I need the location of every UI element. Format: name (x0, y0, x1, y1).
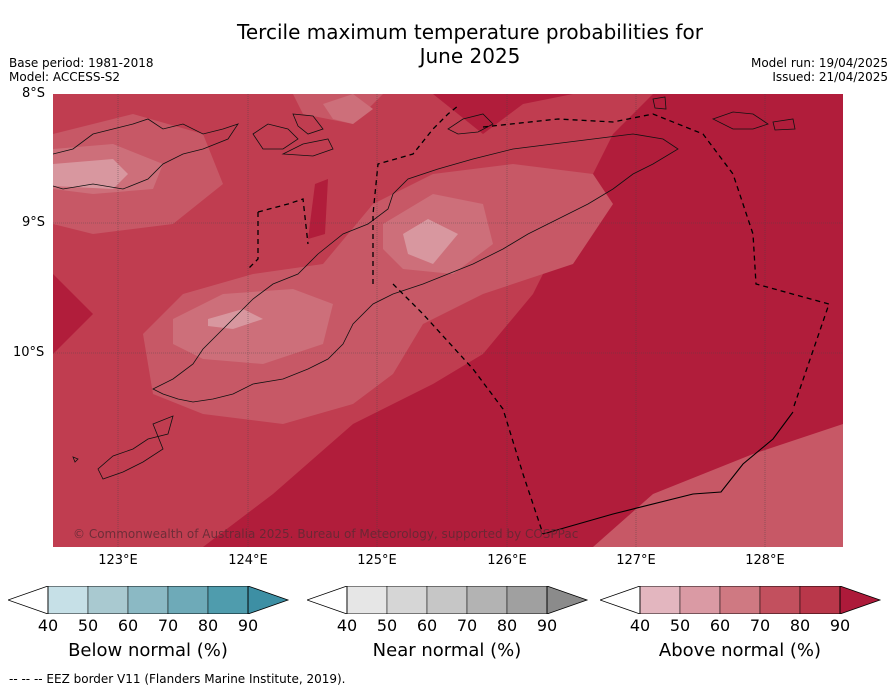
eez-borders (247, 105, 830, 535)
lon-label-127e: 127°E (616, 553, 656, 568)
colorbar-near-segment (506, 586, 548, 614)
title-line-1: Tercile maximum temperature probabilitie… (237, 20, 703, 44)
colorbar-near-tick: 90 (536, 616, 558, 635)
region-60-north (323, 94, 373, 124)
colorbar-below (8, 586, 290, 614)
colorbar-below-tick: 40 (37, 616, 59, 635)
region-90-north (433, 94, 573, 134)
lon-label-125e: 125°E (357, 553, 397, 568)
colorbar-above-segment (759, 586, 801, 614)
colorbar-above-over (839, 586, 882, 614)
colorbar-above-tick: 40 (629, 616, 651, 635)
model-text: Model: ACCESS-S2 (9, 70, 121, 84)
colorbar-near (307, 586, 589, 614)
colorbar-below-segment (167, 586, 209, 614)
colorbar-above-segment (679, 586, 721, 614)
region-50-nw (53, 159, 128, 189)
probability-map (53, 94, 843, 547)
lat-label-9s: 9°S (22, 215, 46, 230)
model-run-text: Model run: 19/04/2025 (750, 56, 888, 70)
colorbar-above (600, 586, 882, 614)
colorbar-near-segment (466, 586, 508, 614)
lon-label-126e: 126°E (487, 553, 527, 568)
colorbar-above-tick: 50 (669, 616, 691, 635)
region-60-west (173, 289, 333, 364)
colorbar-near-segment (426, 586, 468, 614)
colorbar-near-tick: 70 (456, 616, 478, 635)
region-90-spot (308, 179, 328, 239)
lon-label-124e: 124°E (228, 553, 268, 568)
colorbar-below-segment (47, 586, 89, 614)
colorbar-near-tick: 60 (416, 616, 438, 635)
region-90-west (53, 274, 93, 354)
colorbar-near-over (546, 586, 589, 614)
colorbar-above-tick: 70 (749, 616, 771, 635)
base-period-text: Base period: 1981-2018 (9, 56, 154, 70)
colorbar-below-segment (87, 586, 129, 614)
colorbar-below-tick: 60 (117, 616, 139, 635)
colorbar-below-tick: 90 (237, 616, 259, 635)
title-line-2: June 2025 (419, 44, 521, 68)
issued-text: Issued: 21/04/2025 (772, 70, 888, 84)
colorbar-above-segment (639, 586, 681, 614)
region-90-east (203, 94, 843, 547)
map-title: Tercile maximum temperature probabilitie… (170, 20, 770, 68)
colorbar-below-tick: 70 (157, 616, 179, 635)
eez-solid-border (542, 411, 794, 535)
colorbar-near-tick: 40 (336, 616, 358, 635)
meta-left: Base period: 1981-2018 Model: ACCESS-S2 (9, 56, 154, 84)
eez-legend-footer: -- -- -- EEZ border V11 (Flanders Marine… (9, 672, 346, 686)
colorbar-near-tick: 50 (376, 616, 398, 635)
coastlines (53, 96, 796, 480)
colorbar-near-under (307, 586, 348, 614)
colorbar-above-tick: 80 (789, 616, 811, 635)
lon-label-123e: 123°E (98, 553, 138, 568)
lat-label-10s: 10°S (13, 345, 45, 360)
colorbar-below-tick: 50 (77, 616, 99, 635)
colorbar-near-tick: 80 (496, 616, 518, 635)
colorbar-near-segment (346, 586, 388, 614)
gridlines (53, 94, 843, 547)
colorbar-below-label: Below normal (%) (68, 640, 228, 661)
lon-label-128e: 128°E (745, 553, 785, 568)
colorbar-above-tick: 60 (709, 616, 731, 635)
colorbar-below-segment (207, 586, 249, 614)
colorbar-near-label: Near normal (%) (372, 640, 522, 661)
colorbar-above-segment (799, 586, 841, 614)
lat-label-8s: 8°S (22, 86, 46, 101)
colorbar-above-label: Above normal (%) (658, 640, 822, 661)
colorbar-below-tick: 80 (197, 616, 219, 635)
meta-right: Model run: 19/04/2025 Issued: 21/04/2025 (751, 56, 888, 84)
region-50-central (403, 219, 458, 264)
copyright-text: © Commonwealth of Australia 2025. Bureau… (73, 527, 579, 541)
colorbar-above-under (600, 586, 641, 614)
colorbar-near-segment (386, 586, 428, 614)
colorbar-below-over (247, 586, 290, 614)
colorbar-below-under (8, 586, 49, 614)
colorbar-below-segment (127, 586, 169, 614)
region-50-west (208, 309, 263, 329)
region-70-se (593, 424, 843, 547)
colorbar-above-tick: 90 (829, 616, 851, 635)
colorbar-above-segment (719, 586, 761, 614)
